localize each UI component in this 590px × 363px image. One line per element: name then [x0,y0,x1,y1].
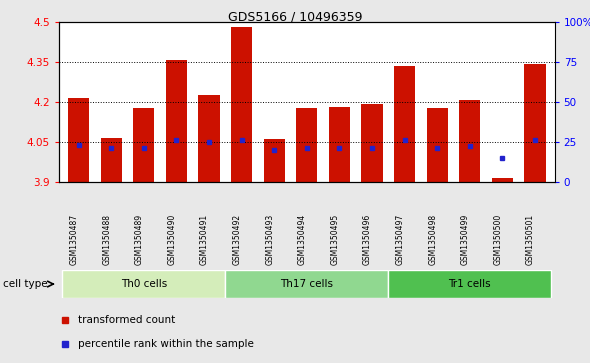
Bar [100,138,122,182]
Bar [231,27,252,182]
Text: percentile rank within the sample: percentile rank within the sample [78,339,254,349]
Text: GSM1350491: GSM1350491 [200,214,209,265]
Bar [225,270,388,298]
Text: GSM1350489: GSM1350489 [135,214,144,265]
Text: GSM1350498: GSM1350498 [428,214,437,265]
Text: Th17 cells: Th17 cells [280,279,333,289]
Text: GSM1350501: GSM1350501 [526,214,535,265]
Text: GSM1350499: GSM1350499 [461,214,470,265]
Text: GSM1350492: GSM1350492 [232,214,241,265]
Text: GSM1350500: GSM1350500 [493,214,503,265]
Text: GSM1350490: GSM1350490 [168,214,176,265]
Bar [362,104,382,182]
Bar [166,60,187,182]
Text: GSM1350494: GSM1350494 [298,214,307,265]
Bar [394,66,415,182]
Bar [63,270,225,298]
Text: GSM1350493: GSM1350493 [265,214,274,265]
Text: GSM1350495: GSM1350495 [330,214,339,265]
Bar [68,98,89,182]
Text: Tr1 cells: Tr1 cells [448,279,491,289]
Text: GSM1350496: GSM1350496 [363,214,372,265]
Bar [427,108,448,182]
Text: GSM1350488: GSM1350488 [102,214,111,265]
Bar [296,108,317,182]
Text: transformed count: transformed count [78,315,176,325]
Text: GSM1350487: GSM1350487 [70,214,78,265]
Bar [264,139,285,182]
Text: Th0 cells: Th0 cells [120,279,167,289]
Bar [133,108,155,182]
Bar [388,270,551,298]
Bar [525,64,546,182]
Text: GSM1350497: GSM1350497 [396,214,405,265]
Bar [198,95,219,182]
Text: cell type: cell type [3,279,48,289]
Bar [459,100,480,182]
Bar [329,107,350,182]
Bar [492,178,513,182]
Text: GDS5166 / 10496359: GDS5166 / 10496359 [228,11,362,24]
